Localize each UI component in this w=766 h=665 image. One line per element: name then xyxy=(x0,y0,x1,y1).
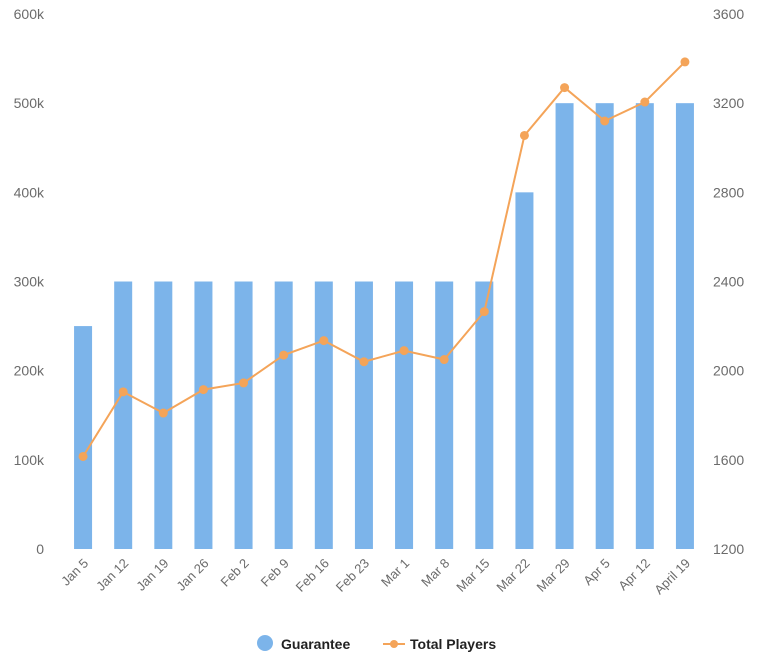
x-axis-tick-label: Mar 1 xyxy=(378,556,412,590)
legend-guarantee-marker xyxy=(257,635,273,651)
right-axis-tick-label: 3600 xyxy=(713,6,744,22)
total-players-point[interactable] xyxy=(198,385,208,395)
left-axis-tick-label: 300k xyxy=(14,274,45,290)
x-axis-tick-label: Jan 5 xyxy=(58,556,91,589)
total-players-point[interactable] xyxy=(78,451,88,461)
guarantee-bar[interactable] xyxy=(435,281,454,550)
guarantee-bar[interactable] xyxy=(234,281,253,550)
right-axis-tick-label: 1600 xyxy=(713,452,744,468)
x-axis-tick-label: Apr 5 xyxy=(580,556,613,589)
guarantee-bar[interactable] xyxy=(354,281,373,550)
x-axis-tick-label: April 19 xyxy=(651,556,693,598)
guarantee-bar[interactable] xyxy=(475,281,494,550)
total-players-point[interactable] xyxy=(600,116,610,126)
guarantee-bar[interactable] xyxy=(675,103,694,550)
left-axis-tick-label: 600k xyxy=(14,6,45,22)
total-players-point[interactable] xyxy=(640,97,650,107)
left-axis-tick-label: 400k xyxy=(14,184,45,200)
total-players-line xyxy=(78,57,690,461)
left-axis-tick-label: 500k xyxy=(14,95,45,111)
total-players-point[interactable] xyxy=(239,378,249,388)
guarantee-bar[interactable] xyxy=(635,103,654,550)
total-players-point[interactable] xyxy=(680,57,690,67)
total-players-point[interactable] xyxy=(118,387,128,397)
total-players-point[interactable] xyxy=(560,83,570,93)
total-players-point[interactable] xyxy=(439,355,449,365)
right-axis-tick-label: 2400 xyxy=(713,274,744,290)
guarantee-bar[interactable] xyxy=(74,326,93,549)
guarantee-bar[interactable] xyxy=(314,281,333,550)
x-axis-tick-label: Jan 26 xyxy=(173,556,211,594)
x-axis-tick-label: Feb 2 xyxy=(218,556,252,590)
left-axis-tick-label: 100k xyxy=(14,452,45,468)
x-axis-tick-label: Jan 12 xyxy=(93,556,131,594)
guarantee-bar[interactable] xyxy=(395,281,414,550)
x-axis-tick-label: Feb 23 xyxy=(333,556,372,595)
total-players-series-line xyxy=(82,61,686,458)
guarantee-bar[interactable] xyxy=(194,281,213,550)
right-axis-tick-label: 1200 xyxy=(713,541,744,557)
total-players-point[interactable] xyxy=(279,350,289,360)
guarantee-bars xyxy=(74,103,694,550)
left-y-axis: 0 100k 200k 300k 400k 500k 600k xyxy=(14,6,45,557)
x-axis-tick-label: Apr 12 xyxy=(615,556,653,594)
x-axis-tick-label: Feb 16 xyxy=(293,556,332,595)
legend: Guarantee Total Players xyxy=(257,635,496,652)
x-axis-tick-label: Feb 9 xyxy=(258,556,292,590)
guarantee-bar[interactable] xyxy=(555,103,574,550)
guarantee-bar[interactable] xyxy=(274,281,293,550)
legend-total-players-label: Total Players xyxy=(410,636,496,652)
guarantee-bar[interactable] xyxy=(114,281,133,550)
total-players-point[interactable] xyxy=(479,307,489,317)
x-axis-tick-label: Mar 8 xyxy=(418,556,452,590)
guarantee-bar[interactable] xyxy=(595,103,614,550)
total-players-point[interactable] xyxy=(319,336,329,346)
total-players-point[interactable] xyxy=(519,130,529,140)
left-axis-tick-label: 200k xyxy=(14,363,45,379)
right-axis-tick-label: 3200 xyxy=(713,95,744,111)
x-axis-tick-label: Mar 29 xyxy=(533,556,572,595)
right-axis-tick-label: 2000 xyxy=(713,363,744,379)
legend-guarantee-label: Guarantee xyxy=(281,636,350,652)
right-axis-tick-label: 2800 xyxy=(713,184,744,200)
x-axis-tick-label: Mar 15 xyxy=(453,556,492,595)
x-axis-tick-label: Jan 19 xyxy=(133,556,171,594)
right-y-axis: 1200 1600 2000 2400 2800 3200 3600 xyxy=(713,6,744,557)
total-players-point[interactable] xyxy=(399,346,409,356)
guarantee-bar[interactable] xyxy=(515,192,534,550)
left-axis-tick-label: 0 xyxy=(36,541,44,557)
x-axis-tick-label: Mar 22 xyxy=(493,556,532,595)
legend-total-players-marker xyxy=(390,640,398,648)
legend-item-guarantee[interactable]: Guarantee xyxy=(257,635,350,652)
total-players-point[interactable] xyxy=(359,357,369,367)
x-axis: Jan 5 Jan 12 Jan 19 Jan 26 Feb 2 Feb 9 Feb 16 F… xyxy=(58,556,693,598)
total-players-point[interactable] xyxy=(158,408,168,418)
legend-item-total-players[interactable]: Total Players xyxy=(383,636,496,652)
